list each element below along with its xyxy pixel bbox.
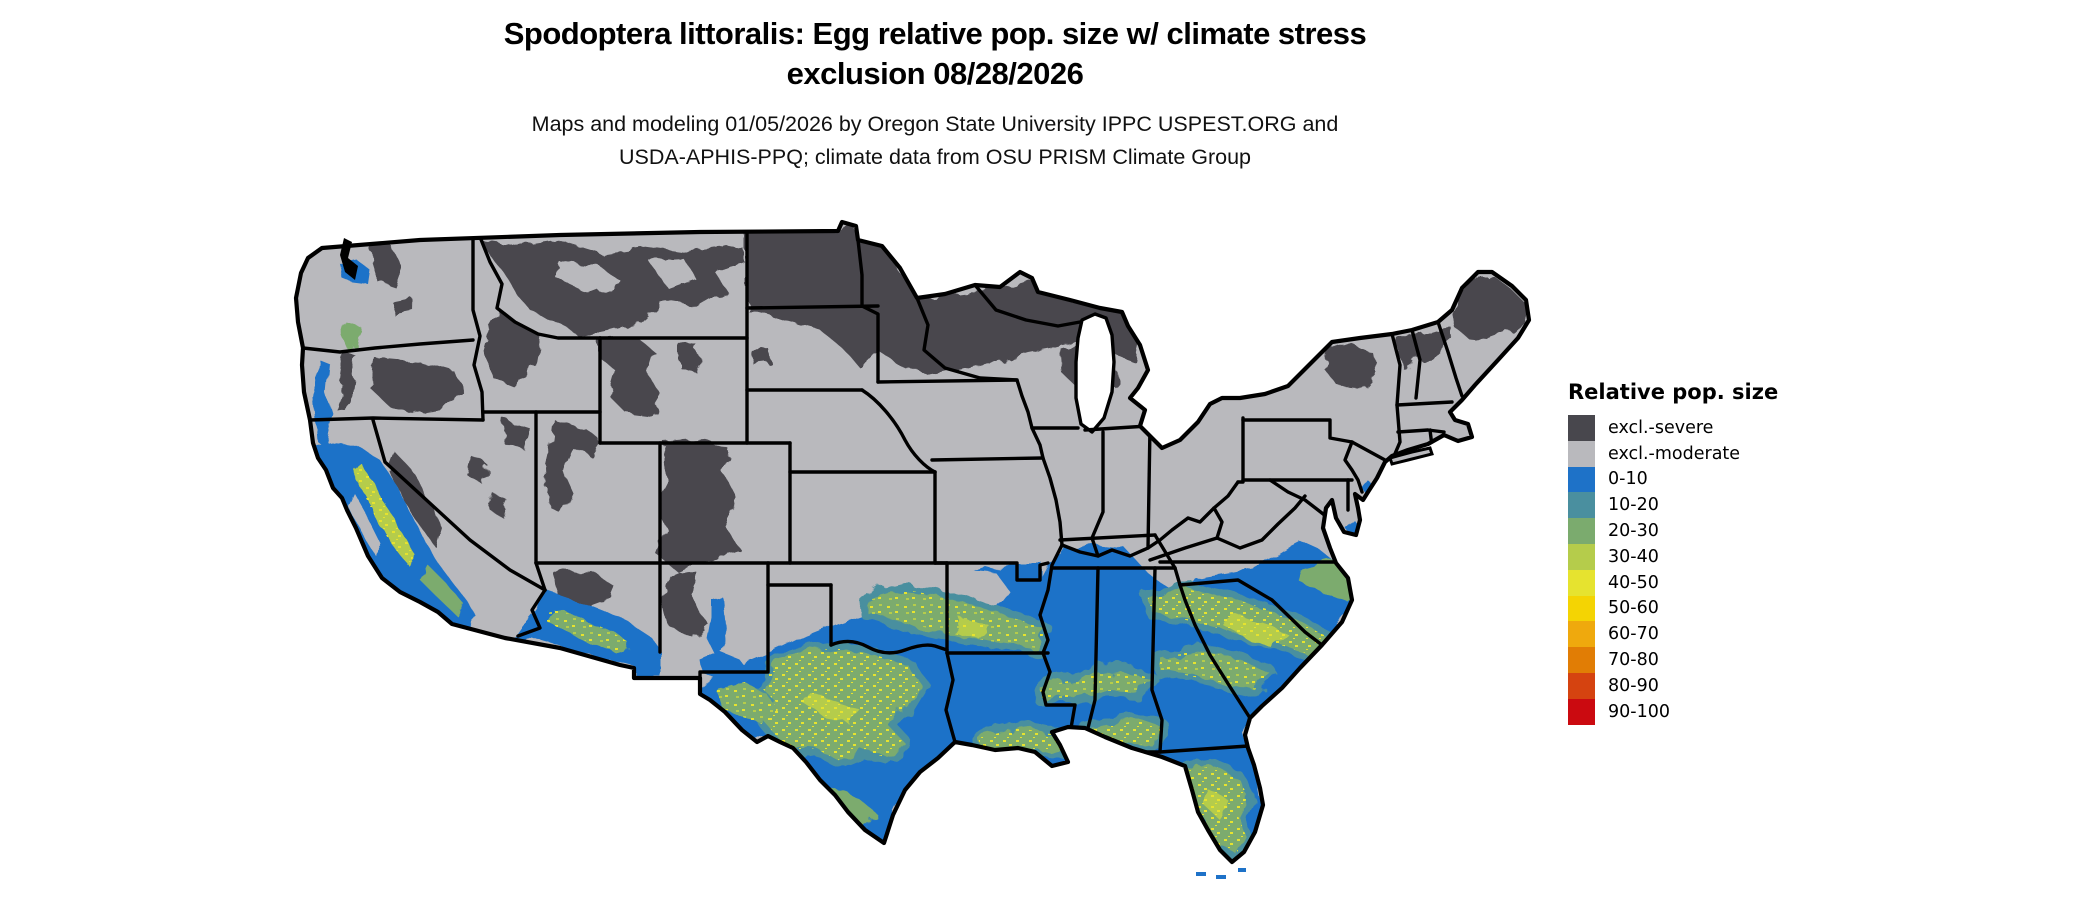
legend-label: excl.-severe [1608, 417, 1714, 438]
legend-item: excl.-severe [1568, 415, 1778, 441]
map-subtitle: Maps and modeling 01/05/2026 by Oregon S… [0, 108, 1870, 174]
legend-item: 60-70 [1568, 621, 1778, 648]
legend-item: 10-20 [1568, 492, 1778, 519]
map-subtitle-line2: USDA-APHIS-PPQ; climate data from OSU PR… [618, 145, 1252, 169]
legend-swatch [1568, 647, 1595, 673]
legend-swatch [1568, 440, 1595, 467]
legend-label: 90-100 [1608, 701, 1670, 722]
legend-swatch [1568, 466, 1595, 493]
legend-label: 60-70 [1608, 624, 1659, 645]
legend-label: 80-90 [1608, 675, 1659, 696]
legend-item: 40-50 [1568, 569, 1778, 596]
legend-label: 0-10 [1608, 469, 1648, 490]
legend-items: excl.-severe excl.-moderate 0-10 10-20 20-30… [1568, 415, 1778, 725]
map-title-line1: Spodoptera littoralis: Egg relative pop.… [503, 16, 1367, 51]
legend-swatch [1568, 672, 1595, 699]
legend: Relative pop. size excl.-severe excl.-mod… [1568, 380, 1778, 725]
map-title-line2: exclusion 08/28/2026 [786, 56, 1084, 91]
legend-item: 20-30 [1568, 518, 1778, 544]
legend-item: excl.-moderate [1568, 440, 1778, 467]
legend-item: 70-80 [1568, 647, 1778, 673]
lake-michigan [1074, 312, 1116, 434]
puget-sound [340, 238, 358, 280]
legend-swatch [1568, 543, 1595, 570]
legend-swatch [1568, 621, 1595, 648]
legend-item: 90-100 [1568, 698, 1778, 725]
legend-label: 70-80 [1608, 650, 1659, 671]
legend-item: 30-40 [1568, 543, 1778, 570]
legend-label: 30-40 [1608, 546, 1659, 567]
legend-swatch [1568, 595, 1595, 622]
legend-item: 50-60 [1568, 595, 1778, 622]
legend-label: 20-30 [1608, 521, 1659, 542]
florida-keys [1196, 868, 1246, 879]
legend-title: Relative pop. size [1568, 380, 1779, 404]
legend-label: excl.-moderate [1608, 443, 1741, 464]
legend-item: 0-10 [1568, 466, 1778, 493]
zone-speckles [354, 462, 1330, 858]
header: Spodoptera littoralis: Egg relative pop.… [0, 14, 1870, 174]
legend-label: 50-60 [1608, 598, 1659, 619]
legend-swatch [1568, 569, 1595, 596]
long-island [1388, 446, 1434, 466]
legend-swatch [1568, 698, 1595, 725]
us-outline [293, 219, 1532, 865]
zone-excl-severe [337, 226, 1526, 635]
legend-label: 40-50 [1608, 572, 1659, 593]
legend-swatch [1568, 492, 1595, 519]
legend-swatch [1568, 518, 1595, 544]
legend-item: 80-90 [1568, 672, 1778, 699]
map-subtitle-line1: Maps and modeling 01/05/2026 by Oregon S… [531, 112, 1339, 136]
legend-swatch [1568, 415, 1595, 441]
legend-label: 10-20 [1608, 495, 1659, 516]
map-raster-layers [296, 222, 1529, 862]
